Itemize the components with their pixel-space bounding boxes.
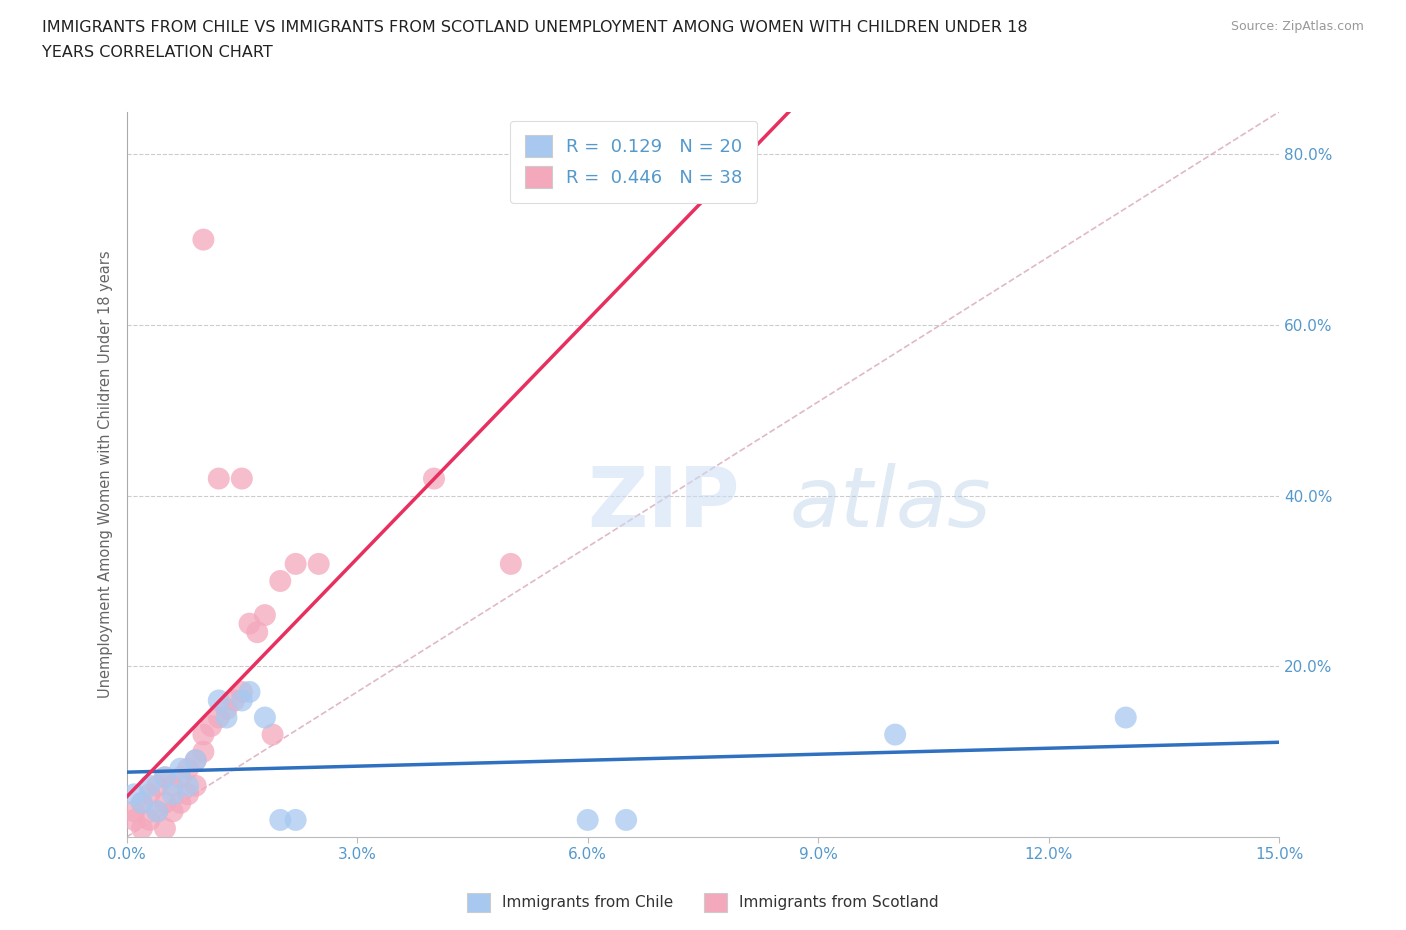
Point — [146, 778, 169, 793]
Point — [153, 770, 176, 785]
Point — [122, 804, 145, 818]
Point — [224, 693, 246, 708]
Point — [169, 762, 191, 777]
Point — [138, 787, 160, 802]
Point — [200, 719, 222, 734]
Point — [231, 472, 253, 486]
Point — [884, 727, 907, 742]
Point — [193, 744, 215, 759]
Point — [215, 711, 238, 725]
Point — [153, 821, 176, 836]
Point — [193, 727, 215, 742]
Point — [122, 787, 145, 802]
Point — [215, 701, 238, 716]
Point — [208, 693, 231, 708]
Text: IMMIGRANTS FROM CHILE VS IMMIGRANTS FROM SCOTLAND UNEMPLOYMENT AMONG WOMEN WITH : IMMIGRANTS FROM CHILE VS IMMIGRANTS FROM… — [42, 20, 1028, 35]
Point — [177, 778, 200, 793]
Point — [184, 778, 207, 793]
Point — [131, 795, 153, 810]
Point — [131, 821, 153, 836]
Point — [208, 711, 231, 725]
Point — [131, 795, 153, 810]
Point — [238, 617, 260, 631]
Point — [262, 727, 284, 742]
Point — [162, 787, 184, 802]
Point — [169, 795, 191, 810]
Point — [253, 607, 276, 622]
Point — [162, 778, 184, 793]
Point — [308, 556, 330, 571]
Text: Source: ZipAtlas.com: Source: ZipAtlas.com — [1230, 20, 1364, 33]
Point — [177, 762, 200, 777]
Point — [184, 752, 207, 767]
Point — [246, 625, 269, 640]
Point — [231, 684, 253, 699]
Text: YEARS CORRELATION CHART: YEARS CORRELATION CHART — [42, 45, 273, 60]
Legend: R =  0.129   N = 20, R =  0.446   N = 38: R = 0.129 N = 20, R = 0.446 N = 38 — [510, 121, 758, 203]
Point — [184, 752, 207, 767]
Text: atlas: atlas — [790, 463, 991, 544]
Point — [193, 232, 215, 247]
Legend: Immigrants from Chile, Immigrants from Scotland: Immigrants from Chile, Immigrants from S… — [461, 887, 945, 918]
Point — [162, 804, 184, 818]
Point — [177, 787, 200, 802]
Point — [231, 693, 253, 708]
Point — [122, 813, 145, 828]
Point — [208, 472, 231, 486]
Point — [138, 813, 160, 828]
Point — [253, 711, 276, 725]
Point — [153, 770, 176, 785]
Point — [1115, 711, 1137, 725]
Point — [499, 556, 522, 571]
Point — [269, 574, 291, 589]
Point — [138, 778, 160, 793]
Point — [423, 472, 446, 486]
Point — [284, 813, 307, 828]
Point — [269, 813, 291, 828]
Point — [284, 556, 307, 571]
Point — [576, 813, 599, 828]
Point — [146, 804, 169, 818]
Point — [238, 684, 260, 699]
Point — [614, 813, 637, 828]
Point — [169, 770, 191, 785]
Point — [146, 804, 169, 818]
Y-axis label: Unemployment Among Women with Children Under 18 years: Unemployment Among Women with Children U… — [98, 250, 114, 698]
Text: ZIP: ZIP — [588, 463, 740, 544]
Point — [153, 795, 176, 810]
